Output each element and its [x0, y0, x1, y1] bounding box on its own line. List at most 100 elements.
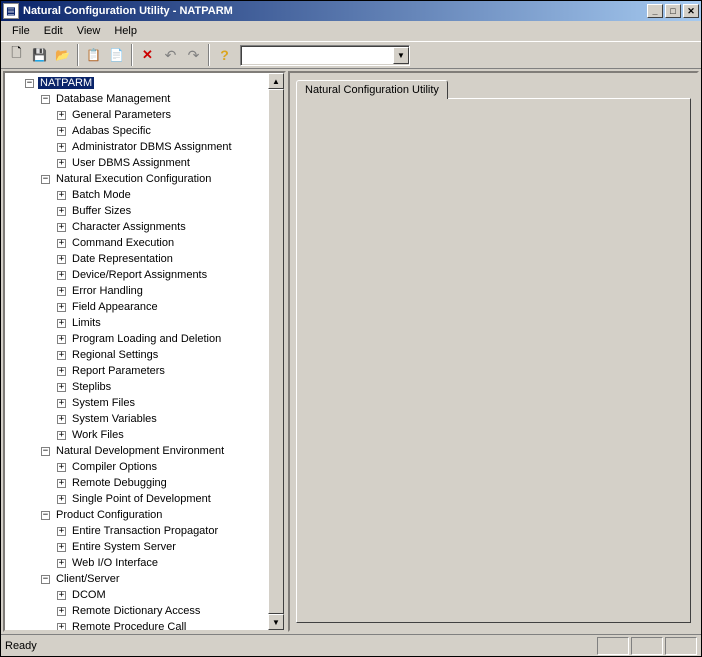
expand-icon[interactable]: + [57, 399, 66, 408]
new-icon[interactable] [5, 44, 28, 66]
tree-item[interactable]: +Remote Debugging [7, 475, 284, 491]
redo-icon[interactable] [182, 44, 205, 66]
expand-icon[interactable]: + [57, 143, 66, 152]
parameter-combo[interactable]: ▼ [240, 45, 410, 66]
collapse-icon[interactable]: − [41, 511, 50, 520]
tree-item[interactable]: +Command Execution [7, 235, 284, 251]
tree-item[interactable]: +Entire System Server [7, 539, 284, 555]
tree-item[interactable]: −Database Management [7, 91, 284, 107]
tree-item[interactable]: +Field Appearance [7, 299, 284, 315]
tree-item[interactable]: +Steplibs [7, 379, 284, 395]
expand-icon[interactable]: + [57, 159, 66, 168]
menu-file[interactable]: File [5, 23, 37, 39]
menu-edit[interactable]: Edit [37, 23, 70, 39]
tree-item-label: Natural Development Environment [54, 445, 226, 457]
tree-item-label: Adabas Specific [70, 125, 153, 137]
expand-icon[interactable]: + [57, 351, 66, 360]
tree-item[interactable]: −Natural Development Environment [7, 443, 284, 459]
maximize-button[interactable]: □ [665, 4, 681, 18]
expand-icon[interactable]: + [57, 623, 66, 632]
expand-icon[interactable]: + [57, 255, 66, 264]
tree-item[interactable]: +Compiler Options [7, 459, 284, 475]
expand-icon[interactable]: + [57, 335, 66, 344]
collapse-icon[interactable]: − [41, 95, 50, 104]
tree-item[interactable]: +Date Representation [7, 251, 284, 267]
tree-item[interactable]: +Remote Dictionary Access [7, 603, 284, 619]
minimize-button[interactable]: _ [647, 4, 663, 18]
copy-icon[interactable] [82, 44, 105, 66]
tree-scrollbar[interactable]: ▲ ▼ [268, 73, 284, 630]
expand-icon[interactable]: + [57, 463, 66, 472]
expand-icon[interactable]: + [57, 127, 66, 136]
menu-view[interactable]: View [70, 23, 108, 39]
tree-item[interactable]: −Natural Execution Configuration [7, 171, 284, 187]
expand-icon[interactable]: + [57, 303, 66, 312]
tree-item[interactable]: +Batch Mode [7, 187, 284, 203]
expand-icon[interactable]: + [57, 287, 66, 296]
expand-icon[interactable]: + [57, 607, 66, 616]
tree-item[interactable]: +Single Point of Development [7, 491, 284, 507]
expand-icon[interactable]: + [57, 415, 66, 424]
tree-item[interactable]: −Product Configuration [7, 507, 284, 523]
expand-icon[interactable]: + [57, 431, 66, 440]
tree-item[interactable]: −NATPARM [7, 75, 284, 91]
expand-icon[interactable]: + [57, 319, 66, 328]
expand-icon[interactable]: + [57, 543, 66, 552]
expand-icon[interactable]: + [57, 559, 66, 568]
menu-help[interactable]: Help [107, 23, 144, 39]
close-button[interactable]: ✕ [683, 4, 699, 18]
tree-item[interactable]: +Entire Transaction Propagator [7, 523, 284, 539]
app-icon: ▤ [3, 3, 19, 19]
toolbar-separator [208, 44, 210, 66]
paste-icon[interactable] [105, 44, 128, 66]
tree-item[interactable]: +Device/Report Assignments [7, 267, 284, 283]
tree-item[interactable]: +Character Assignments [7, 219, 284, 235]
open-icon[interactable] [51, 44, 74, 66]
undo-icon[interactable] [159, 44, 182, 66]
expand-icon[interactable]: + [57, 191, 66, 200]
tree-item[interactable]: + Adabas Specific [7, 123, 284, 139]
collapse-icon[interactable]: − [41, 175, 50, 184]
expand-icon[interactable]: + [57, 223, 66, 232]
tree-item[interactable]: +Administrator DBMS Assignment [7, 139, 284, 155]
expand-icon[interactable]: + [57, 207, 66, 216]
scroll-down-icon[interactable]: ▼ [268, 614, 284, 630]
expand-icon[interactable]: + [57, 111, 66, 120]
parameter-combo-input[interactable] [241, 49, 393, 61]
expand-icon[interactable]: + [57, 479, 66, 488]
tree-item-label: System Files [70, 397, 137, 409]
tree-item[interactable]: +Report Parameters [7, 363, 284, 379]
expand-icon[interactable]: + [57, 527, 66, 536]
tree-item[interactable]: +Web I/O Interface [7, 555, 284, 571]
tab-config-utility[interactable]: Natural Configuration Utility [296, 80, 448, 99]
tree-item[interactable]: + User DBMS Assignment [7, 155, 284, 171]
expand-icon[interactable]: + [57, 591, 66, 600]
expand-icon[interactable]: + [57, 495, 66, 504]
tree-item[interactable]: +Limits [7, 315, 284, 331]
tree-item[interactable]: +Regional Settings [7, 347, 284, 363]
save-icon[interactable] [28, 44, 51, 66]
scroll-thumb[interactable] [268, 89, 284, 614]
scroll-up-icon[interactable]: ▲ [268, 73, 284, 89]
tree-item-label: User DBMS Assignment [70, 157, 192, 169]
tree-item[interactable]: −Client/Server [7, 571, 284, 587]
tree-item[interactable]: +Program Loading and Deletion [7, 331, 284, 347]
help-icon[interactable] [213, 44, 236, 66]
tree-item[interactable]: +Error Handling [7, 283, 284, 299]
tree-item[interactable]: +Buffer Sizes [7, 203, 284, 219]
expand-icon[interactable]: + [57, 367, 66, 376]
collapse-icon[interactable]: − [25, 79, 34, 88]
expand-icon[interactable]: + [57, 383, 66, 392]
collapse-icon[interactable]: − [41, 575, 50, 584]
tree-item[interactable]: + System Files [7, 395, 284, 411]
tree-item[interactable]: +DCOM [7, 587, 284, 603]
expand-icon[interactable]: + [57, 239, 66, 248]
delete-icon[interactable] [136, 44, 159, 66]
tree-item[interactable]: +Remote Procedure Call [7, 619, 284, 632]
collapse-icon[interactable]: − [41, 447, 50, 456]
tree-item[interactable]: +Work Files [7, 427, 284, 443]
chevron-down-icon[interactable]: ▼ [393, 47, 409, 64]
expand-icon[interactable]: + [57, 271, 66, 280]
tree-item[interactable]: +General Parameters [7, 107, 284, 123]
tree-item[interactable]: +System Variables [7, 411, 284, 427]
